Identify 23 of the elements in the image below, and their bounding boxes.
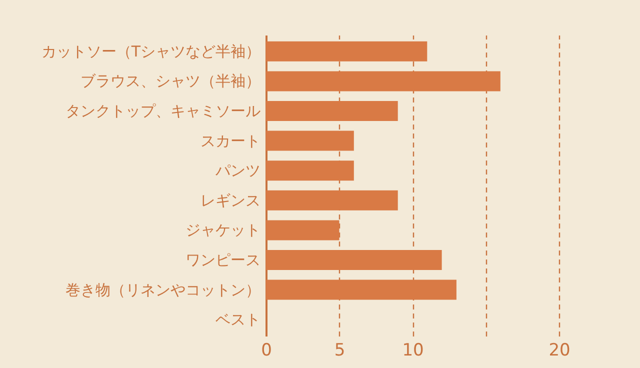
bar — [266, 250, 442, 270]
bar — [266, 220, 340, 240]
bar — [266, 280, 456, 300]
bar — [266, 190, 398, 210]
y-tick-label: ブラウス、シャツ（半袖） — [80, 72, 260, 90]
y-tick-label: ワンピース — [186, 251, 260, 270]
y-tick-label: タンクトップ、キャミソール — [66, 102, 260, 120]
bar — [266, 160, 354, 181]
y-tick-label: ジャケット — [186, 221, 260, 240]
bar — [266, 100, 398, 121]
y-tick-label: パンツ — [214, 162, 260, 180]
bar — [266, 71, 500, 92]
y-tick-label: 巻き物（リネンやコットン） — [66, 280, 260, 299]
y-tick-label: カットソー（Tシャツなど半袖） — [41, 42, 260, 60]
y-tick-label: レギンス — [200, 191, 260, 210]
x-tick-label: 5 — [334, 340, 346, 360]
x-tick-label: 0 — [261, 340, 272, 360]
bar — [266, 41, 428, 62]
x-tick-label: 10 — [402, 340, 424, 360]
y-tick-label: スカート — [200, 132, 260, 150]
x-tick-label: 20 — [548, 340, 570, 360]
bar — [266, 130, 354, 151]
y-tick-label: ベスト — [216, 310, 260, 329]
